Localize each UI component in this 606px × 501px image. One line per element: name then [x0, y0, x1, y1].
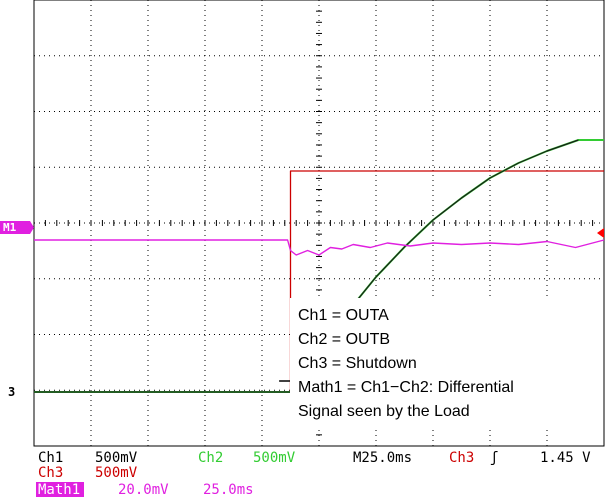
math-marker-bg	[0, 221, 30, 234]
readout-row2-item: 500mV	[95, 465, 138, 481]
readout-row1-item: Ch2	[198, 450, 223, 466]
readout-math-badge	[36, 482, 84, 497]
math-reference-marker: M1	[0, 221, 34, 234]
readout-row2-item: Ch3	[38, 465, 63, 481]
readout-panel: Ch1 500mV Ch2 500mV M25.0ms Ch3 ʃ 1.45 V Ch3 500m…	[36, 450, 591, 498]
ground-marker: 3	[8, 385, 15, 399]
readout-row3-item: Math1	[38, 482, 80, 498]
readout-row3-item: 20.0mV	[118, 482, 169, 498]
readout-row1-item: 500mV	[253, 450, 296, 466]
annotation-line: Math1 = Ch1−Ch2: Differential	[298, 379, 514, 396]
annotation-line: Ch3 = Shutdown	[298, 355, 417, 372]
readout-row1-item: Ch1	[38, 450, 63, 466]
readout-row1-item: 1.45 V	[540, 450, 591, 466]
annotation-line: Signal seen by the Load	[298, 403, 470, 420]
annotation-line: Ch1 = OUTA	[298, 307, 389, 324]
readout-row3-item: 25.0ms	[203, 482, 254, 498]
math-marker-label: M1	[3, 221, 17, 234]
readout-row1-item: Ch3	[449, 450, 474, 466]
readout-row1-item: M25.0ms	[353, 450, 412, 466]
annotation-line: Ch2 = OUTB	[298, 331, 390, 348]
markers: M1 3	[0, 221, 604, 399]
math-marker-arrow	[30, 221, 34, 234]
trigger-level-marker	[597, 228, 604, 238]
annotation-bg	[290, 298, 600, 430]
readout-row1-item: 500mV	[95, 450, 138, 466]
readout-row1-item: ʃ	[490, 450, 498, 466]
trace-math1	[34, 239, 605, 256]
annotation-box: Ch1 = OUTA Ch2 = OUTB Ch3 = Shutdown Math1 …	[290, 298, 600, 430]
